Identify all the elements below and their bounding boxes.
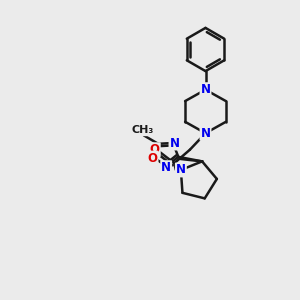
- Text: N: N: [161, 161, 171, 174]
- Text: N: N: [200, 83, 211, 96]
- Text: N: N: [200, 127, 211, 140]
- Text: CH₃: CH₃: [132, 125, 154, 135]
- Text: N: N: [169, 136, 179, 149]
- Text: O: O: [150, 143, 160, 156]
- Text: N: N: [176, 164, 186, 176]
- Text: O: O: [148, 152, 158, 165]
